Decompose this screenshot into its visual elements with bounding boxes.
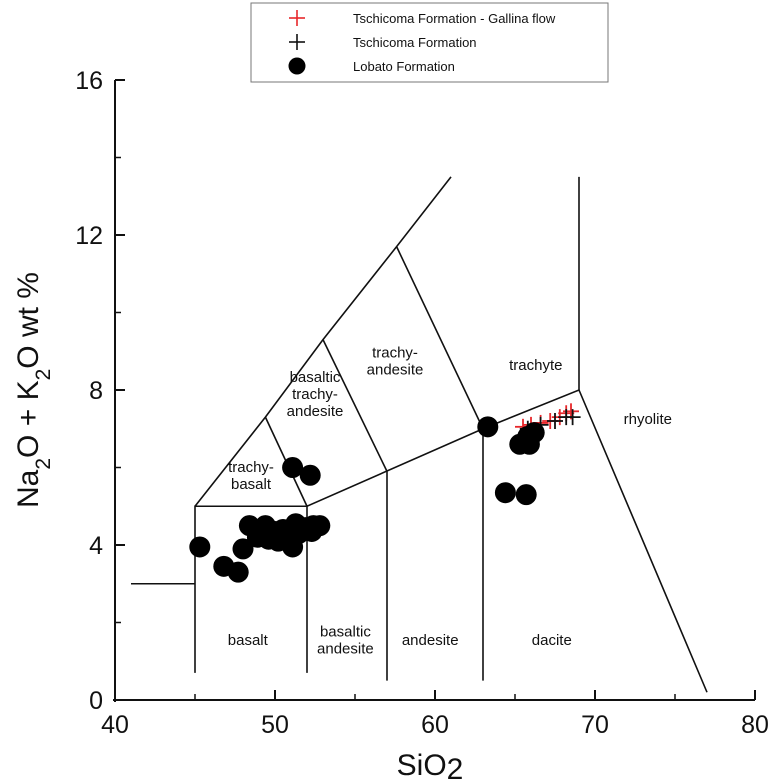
lobato-point: [282, 457, 304, 478]
legend-label: Tschicoma Formation - Gallina flow: [353, 11, 556, 26]
classification-fields: [131, 176, 708, 693]
field-label: trachyte: [509, 357, 562, 374]
x-tick-label: 60: [421, 711, 449, 739]
field-label: trachy-: [292, 386, 338, 403]
lobato-point: [494, 482, 516, 504]
x-tick-label: 80: [741, 711, 769, 739]
field-label: dacite: [532, 632, 572, 649]
field-label: trachy-: [228, 459, 274, 476]
lobato-point: [477, 416, 499, 438]
field-label: andesite: [402, 632, 459, 649]
field-label: andesite: [287, 403, 344, 420]
legend-marker: [288, 57, 306, 75]
field-boundary: [395, 246, 484, 430]
field-boundary: [194, 388, 708, 693]
lobato-point: [189, 536, 211, 558]
field-label: basaltic: [320, 623, 371, 640]
legend-box: [250, 2, 609, 83]
x-tick-label: 40: [101, 711, 129, 739]
legend-marker: [289, 10, 305, 26]
field-label: basalt: [231, 476, 272, 493]
field-label: basaltic: [290, 369, 341, 386]
y-tick-label: 4: [89, 532, 103, 560]
x-axis-title: SiO2: [397, 749, 464, 782]
field-label: trachy-: [372, 344, 418, 361]
field-label: basalt: [228, 632, 269, 649]
tschicoma-point: [547, 413, 563, 429]
y-tick-label: 16: [75, 67, 103, 95]
tschicoma-point: [564, 409, 581, 426]
lobato-point: [227, 561, 249, 583]
field-boundary: [322, 339, 388, 472]
lobato-point: [232, 538, 254, 560]
legend-marker: [289, 34, 305, 50]
axes: [113, 80, 755, 702]
lobato-point: [523, 422, 545, 444]
legend-label: Lobato Formation: [353, 59, 455, 74]
y-tick-label: 12: [75, 222, 103, 250]
data-points: [189, 403, 581, 583]
field-label: andesite: [367, 361, 424, 378]
field-boundary: [194, 176, 452, 507]
y-tick-label: 0: [89, 687, 103, 715]
y-axis-title: Na2O + K2O wt %: [12, 272, 55, 508]
x-tick-label: 50: [261, 711, 289, 739]
field-labels: trachy-basaltbasaltictrachy-andesitetrac…: [228, 344, 672, 657]
ticks: 40 50 60 70 80 0 4 8 12 16: [75, 67, 769, 739]
field-label: rhyolite: [624, 411, 672, 428]
legend-label: Tschicoma Formation: [353, 35, 477, 50]
y-tick-label: 8: [89, 377, 103, 405]
lobato-point: [515, 484, 537, 506]
lobato-point: [299, 464, 321, 486]
lobato-point: [309, 515, 331, 537]
legend: Tschicoma Formation - Gallina flow Tschic…: [250, 2, 609, 83]
field-label: andesite: [317, 640, 374, 657]
x-tick-label: 70: [581, 711, 609, 739]
